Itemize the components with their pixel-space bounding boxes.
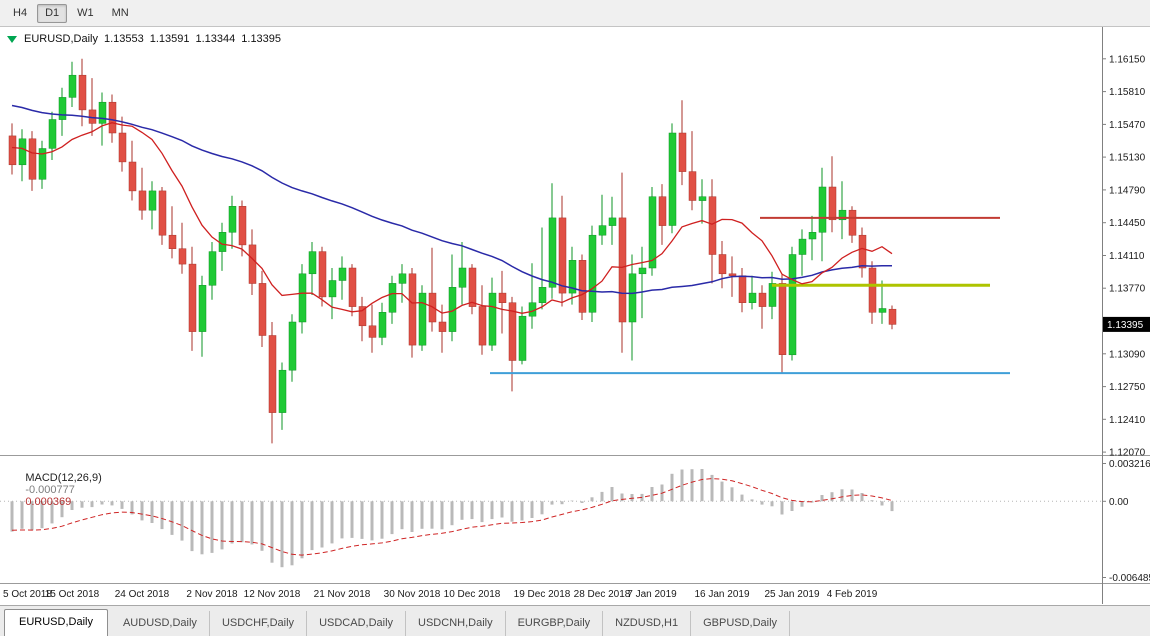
price-axis-label: 1.14110 — [1109, 251, 1145, 262]
horizontal-lines — [490, 216, 1010, 375]
date-axis-label: 15 Oct 2018 — [45, 589, 100, 600]
tab-eurusd-daily[interactable]: EURUSD,Daily — [4, 609, 108, 636]
date-axis-label: 25 Jan 2019 — [764, 589, 819, 600]
price-axis-label: 1.12410 — [1109, 415, 1146, 426]
price-axis-label: 1.15470 — [1109, 120, 1146, 131]
candles-layer — [8, 58, 897, 444]
collapse-triangle-icon[interactable] — [7, 35, 17, 43]
date-axis-label: 5 Oct 2018 — [3, 589, 52, 600]
timeframe-button-w1[interactable]: W1 — [77, 6, 94, 19]
macd-signal-line — [11, 478, 893, 556]
price-axis[interactable]: 1.16150 1.15810 1.15470 1.15130 1.14790 1.144… — [1102, 54, 1146, 459]
date-axis-label: 21 Nov 2018 — [314, 589, 371, 600]
date-axis-label: 7 Jan 2019 — [627, 589, 677, 600]
chart-title: EURUSD,Daily 1.13553 1.13591 1.13344 1.1… — [7, 33, 287, 45]
tab-gbpusd-daily[interactable]: GBPUSD,Daily — [691, 611, 791, 636]
svg-text:1.13395: 1.13395 — [1107, 320, 1144, 331]
macd-indicator-label: MACD(12,26,9) -0.000777 0.000369 — [7, 460, 108, 520]
tab-usdcad-daily[interactable]: USDCAD,Daily — [307, 611, 407, 636]
date-axis-label: 4 Feb 2019 — [827, 589, 878, 600]
price-axis-label: 1.12750 — [1109, 382, 1146, 393]
tab-eurgbp-daily[interactable]: EURGBP,Daily — [506, 611, 604, 636]
macd-main-value: -0.000777 — [25, 484, 75, 496]
macd-axis-label: 0.00 — [1109, 497, 1129, 508]
timeframe-button-d1[interactable]: D1 — [37, 3, 68, 23]
macd-axis-label: 0.003216 — [1109, 459, 1150, 470]
date-axis-label: 28 Dec 2018 — [574, 589, 631, 600]
fast-ma-line — [11, 122, 893, 314]
chart-symbol-label: EURUSD,Daily — [24, 33, 98, 45]
macd-name-label: MACD(12,26,9) — [25, 472, 102, 484]
macd-histogram — [10, 469, 894, 568]
price-axis-label: 1.15810 — [1109, 87, 1146, 98]
current-price-tag: 1.13395 — [1103, 316, 1150, 332]
date-axis-label: 30 Nov 2018 — [384, 589, 441, 600]
ohlc-close-value: 1.13395 — [241, 33, 282, 45]
macd-axis[interactable]: 0.003216 0.00 -0.006485 — [1102, 459, 1150, 584]
date-axis-label: 19 Dec 2018 — [514, 589, 571, 600]
pane-separators — [0, 27, 1150, 604]
tab-usdcnh-daily[interactable]: USDCNH,Daily — [406, 611, 506, 636]
tab-usdchf-daily[interactable]: USDCHF,Daily — [210, 611, 308, 636]
macd-signal-value: 0.000369 — [25, 496, 72, 508]
timeframe-button-mn[interactable]: MN — [111, 6, 129, 19]
tab-audusd-daily[interactable]: AUDUSD,Daily — [111, 611, 210, 636]
timeframe-toolbar: H4 D1 W1 MN — [0, 0, 1150, 27]
price-axis-label: 1.14450 — [1109, 218, 1146, 229]
tab-nzdusd-h1[interactable]: NZDUSD,H1 — [603, 611, 692, 636]
chart-tabs-bar: EURUSD,Daily AUDUSD,Daily USDCHF,Daily USDC… — [0, 605, 1150, 636]
ohlc-high-value: 1.13591 — [149, 33, 190, 45]
ohlc-low-value: 1.13344 — [195, 33, 236, 45]
date-axis-label: 2 Nov 2018 — [186, 589, 238, 600]
price-axis-label: 1.13090 — [1109, 349, 1146, 360]
chart-canvas[interactable]: 1.16150 1.15810 1.15470 1.15130 1.14790 1.144… — [0, 27, 1150, 605]
timeframe-button-h4[interactable]: H4 — [13, 6, 28, 19]
price-axis-label: 1.13770 — [1109, 284, 1146, 295]
chart-region: 1.16150 1.15810 1.15470 1.15130 1.14790 1.144… — [0, 27, 1150, 605]
date-axis-label: 12 Nov 2018 — [244, 589, 301, 600]
slow-ma-line — [11, 104, 893, 295]
price-axis-label: 1.14790 — [1109, 185, 1146, 196]
date-axis-label: 16 Jan 2019 — [694, 589, 749, 600]
price-axis-label: 1.12070 — [1109, 448, 1146, 459]
ohlc-open-value: 1.13553 — [103, 33, 144, 45]
date-axis-label: 24 Oct 2018 — [115, 589, 170, 600]
date-axis-label: 10 Dec 2018 — [444, 589, 501, 600]
macd-axis-label: -0.006485 — [1109, 573, 1150, 584]
price-axis-label: 1.15130 — [1109, 153, 1146, 164]
price-axis-label: 1.16150 — [1109, 54, 1146, 65]
